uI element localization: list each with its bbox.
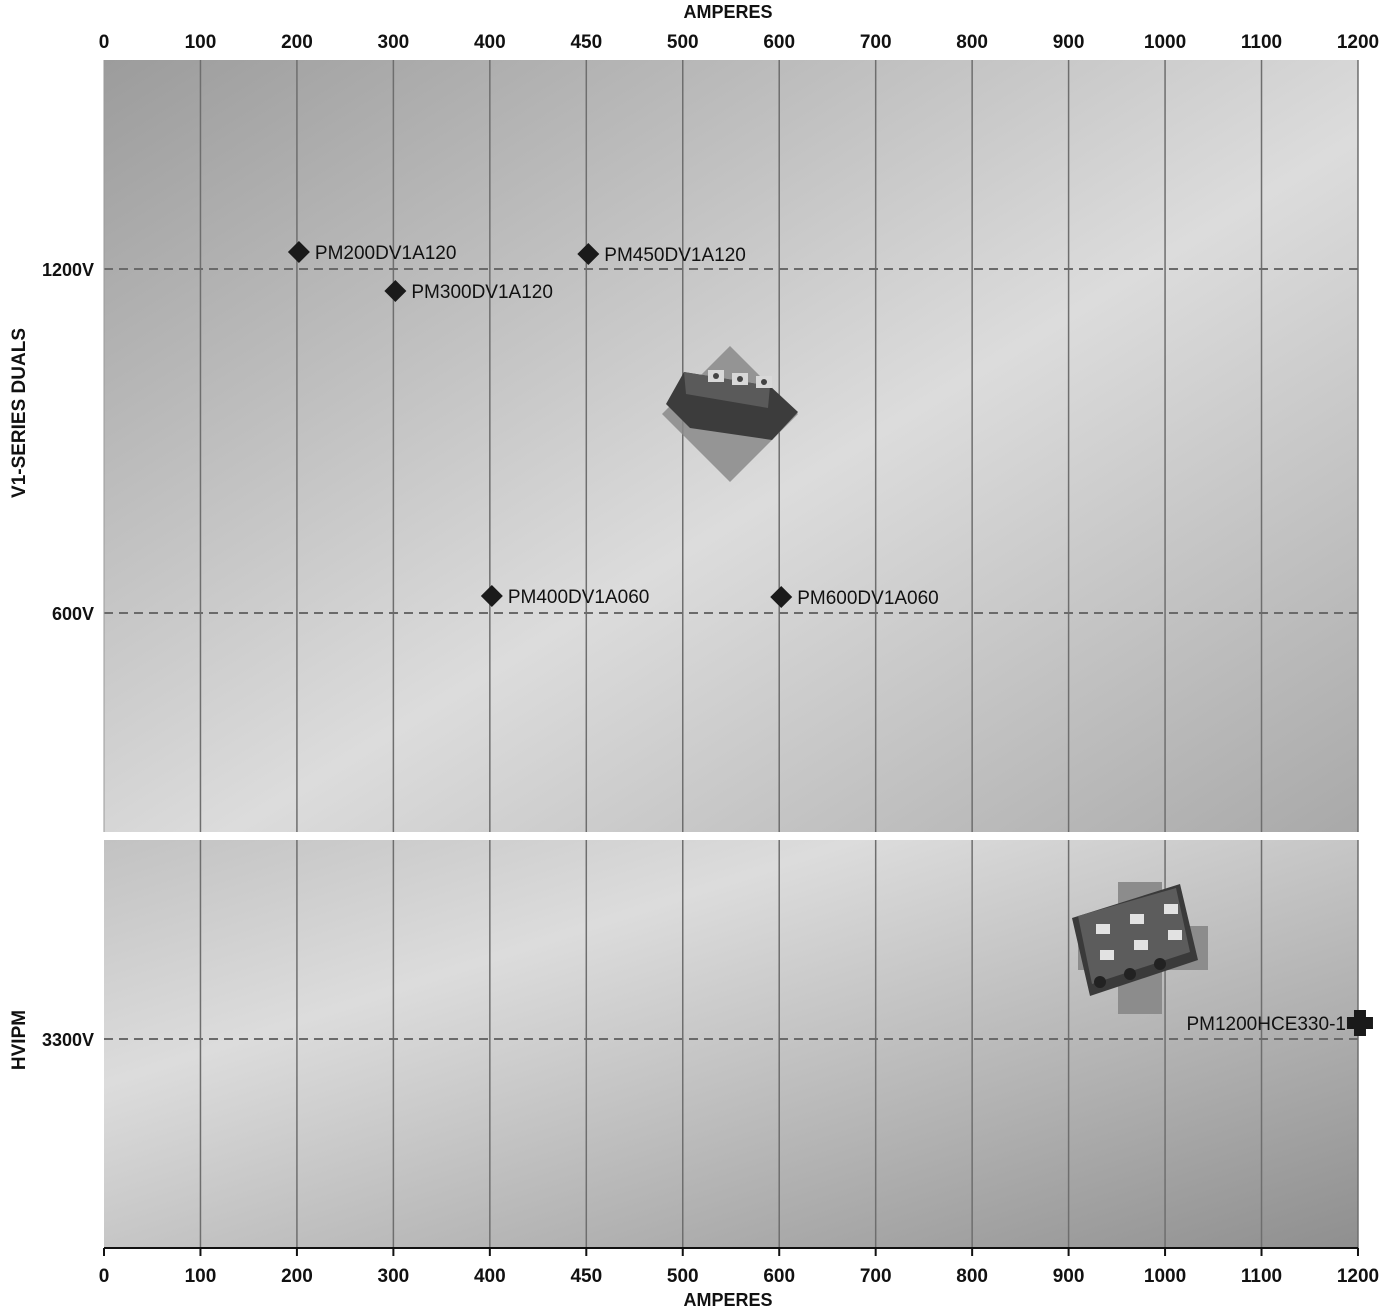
vertical-gridlines	[199, 60, 1359, 1248]
point-PM600DV1A060	[770, 586, 793, 608]
x-tick-label-bottom-500: 500	[667, 1266, 699, 1287]
panel-title-v1-series-duals: V1-SERIES DUALS	[9, 328, 30, 498]
hvipm-module-photo	[1072, 882, 1208, 1014]
point-label-PM1200HCE330-1: PM1200HCE330-1	[1186, 1014, 1345, 1035]
point-PM450DV1A120	[577, 243, 600, 265]
x-tick-label-top-500: 500	[667, 32, 699, 53]
x-tick-label-bottom-700: 700	[860, 1266, 892, 1287]
x-tick-label-bottom-1000: 1000	[1144, 1266, 1186, 1287]
point-label-PM300DV1A120: PM300DV1A120	[411, 282, 553, 303]
panel-title-hvipm: HVIPM	[9, 1010, 30, 1070]
axis-ticks	[103, 1248, 1359, 1256]
point-PM300DV1A120	[384, 280, 407, 302]
x-tick-label-top-800: 800	[956, 32, 988, 53]
ipm-dual-module-photo	[662, 346, 798, 482]
point-PM200DV1A120	[287, 241, 310, 263]
x-axis-title-bottom: AMPERES	[683, 1290, 772, 1310]
panel-separator	[100, 832, 1362, 840]
x-tick-label-top-0: 0	[99, 32, 110, 53]
x-tick-label-top-600: 600	[763, 32, 795, 53]
x-tick-label-top-200: 200	[281, 32, 313, 53]
x-tick-label-bottom-600: 600	[763, 1266, 795, 1287]
x-tick-label-top-1100: 1100	[1241, 32, 1282, 53]
x-tick-label-bottom-900: 900	[1053, 1266, 1085, 1287]
x-tick-label-top-700: 700	[860, 32, 892, 53]
point-label-PM450DV1A120: PM450DV1A120	[604, 245, 746, 266]
x-tick-label-top-100: 100	[185, 32, 217, 53]
point-label-PM600DV1A060: PM600DV1A060	[797, 588, 939, 609]
point-PM1200HCE330-1	[1346, 1010, 1373, 1036]
x-tick-label-bottom-0: 0	[99, 1266, 110, 1287]
x-tick-label-bottom-800: 800	[956, 1266, 988, 1287]
x-tick-label-bottom-100: 100	[185, 1266, 217, 1287]
voltage-label-3300V: 3300V	[42, 1030, 94, 1050]
voltage-label-1200V: 1200V	[42, 260, 94, 280]
axis-labels: 1200V 600V 3300V 0 0 100 100 200 200 300 300 400 400…	[42, 32, 1379, 1287]
x-axis-title-top: AMPERES	[683, 2, 772, 22]
x-tick-label-top-400: 400	[474, 32, 506, 53]
x-tick-label-top-450: 450	[570, 32, 602, 53]
x-tick-label-bottom-450: 450	[570, 1266, 602, 1287]
point-label-PM400DV1A060: PM400DV1A060	[508, 587, 650, 608]
x-tick-label-bottom-200: 200	[281, 1266, 313, 1287]
x-tick-label-bottom-400: 400	[474, 1266, 506, 1287]
data-points: PM200DV1A120 PM300DV1A120 PM450DV1A120 PM40…	[287, 241, 1373, 1036]
x-tick-label-top-300: 300	[378, 32, 410, 53]
x-tick-label-top-900: 900	[1053, 32, 1085, 53]
x-tick-label-bottom-300: 300	[378, 1266, 410, 1287]
point-label-PM200DV1A120: PM200DV1A120	[315, 243, 457, 264]
voltage-label-600V: 600V	[52, 604, 94, 624]
x-tick-label-top-1200: 1200	[1337, 32, 1379, 53]
point-PM400DV1A060	[480, 585, 503, 607]
x-tick-label-top-1000: 1000	[1144, 32, 1186, 53]
x-tick-label-bottom-1200: 1200	[1337, 1266, 1379, 1287]
x-tick-label-bottom-1100: 1100	[1241, 1266, 1282, 1287]
